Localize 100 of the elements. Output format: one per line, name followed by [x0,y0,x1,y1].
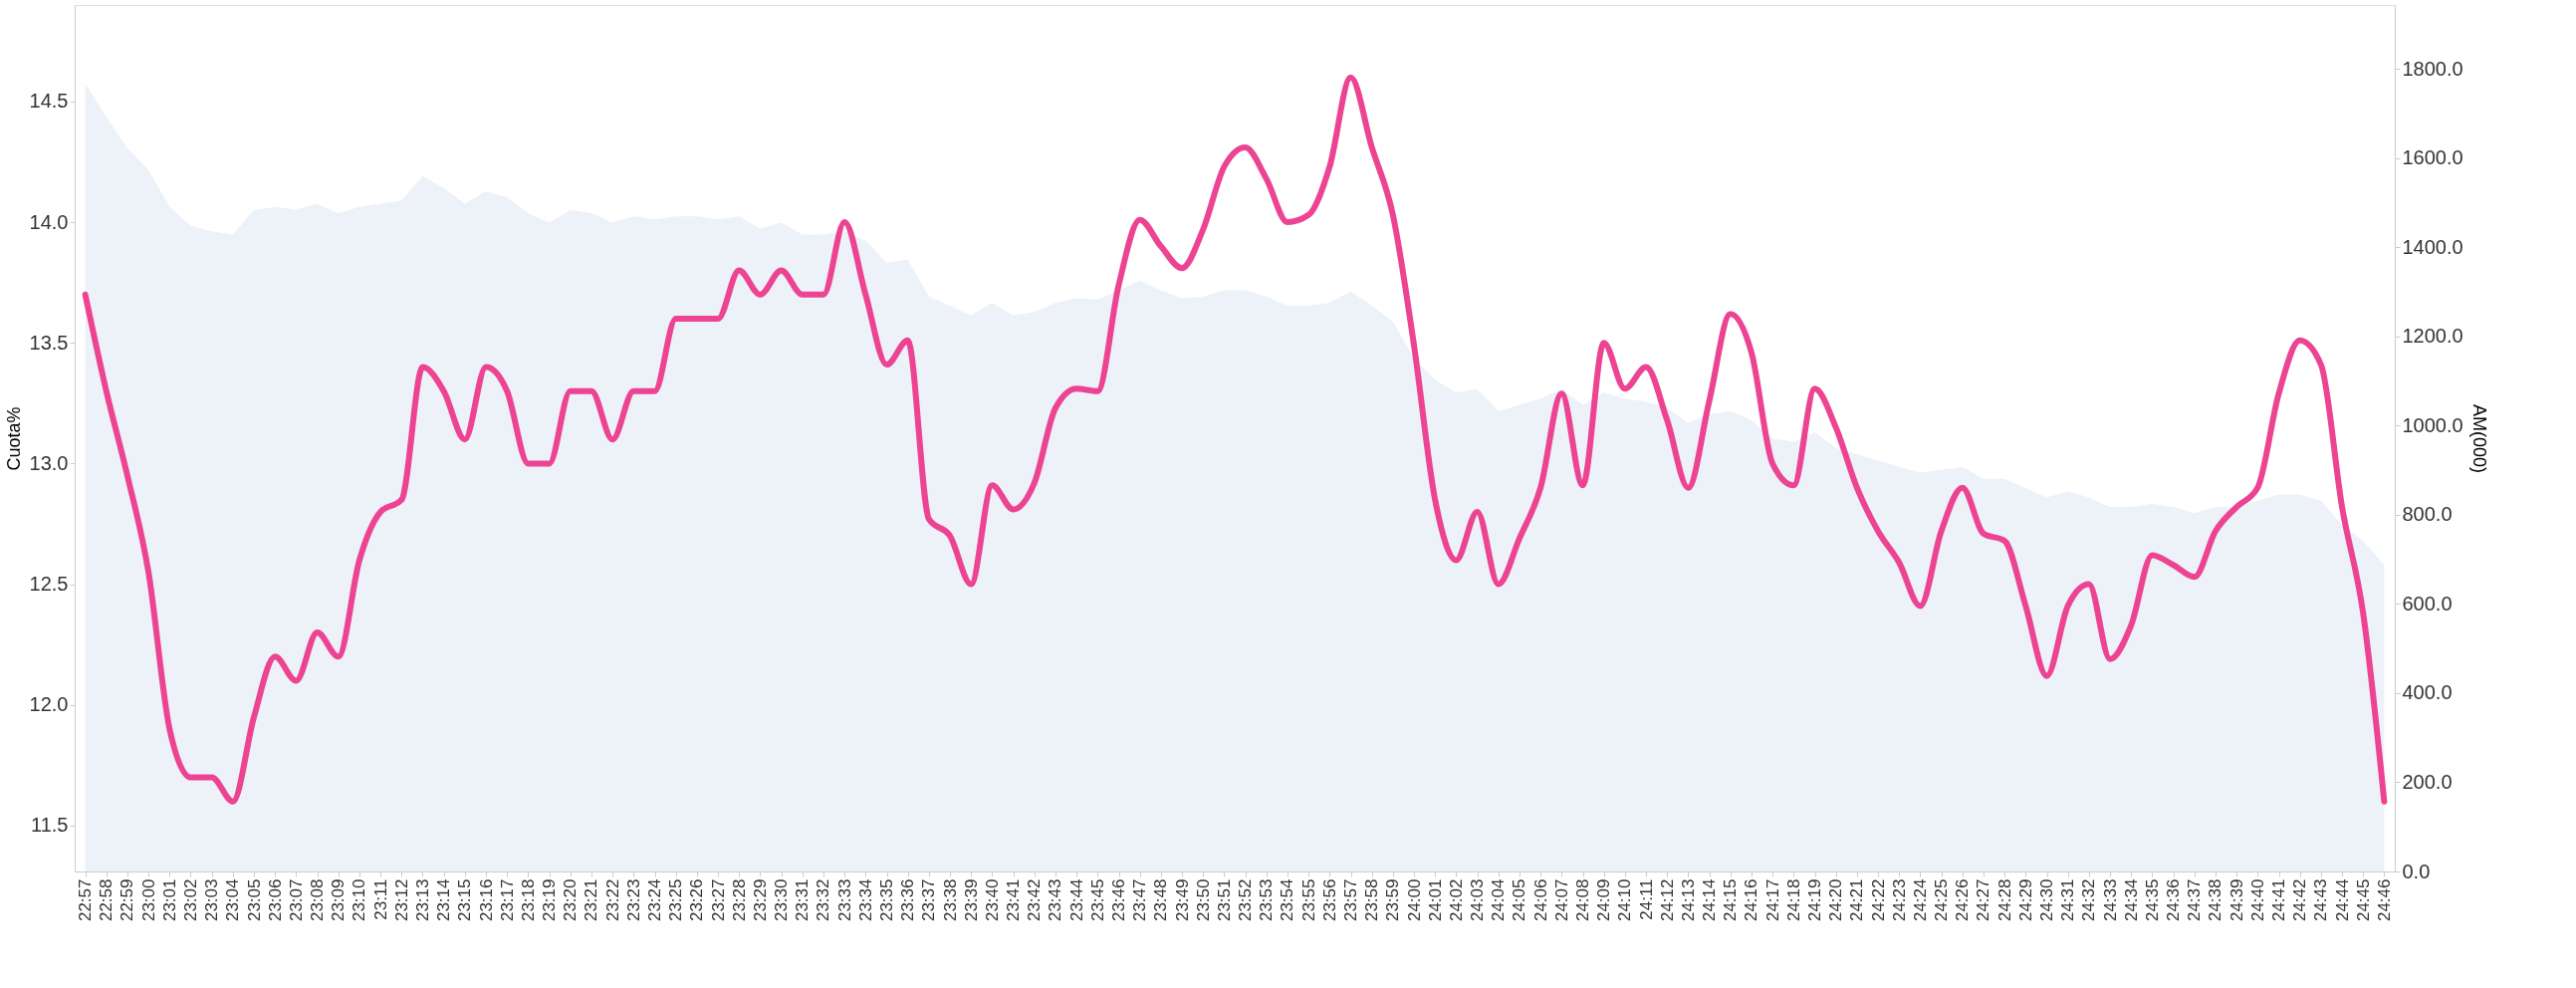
x-tick-label: 24:30 [2037,878,2056,922]
x-tick-label: 23:10 [350,878,369,922]
x-tick-label: 23:14 [434,878,454,922]
x-tick-label: 24:40 [2247,878,2267,922]
y-axis-title: Cuota% [3,406,24,471]
x-tick-label: 23:03 [202,878,222,922]
x-tick-label: 24:18 [1783,878,1803,922]
x-tick-label: 23:40 [982,878,1002,922]
x-tick-label: 23:25 [666,878,686,922]
x-tick-label: 24:12 [1657,878,1677,922]
x-tick-label: 24:33 [2100,878,2120,922]
x-tick-label: 24:21 [1847,878,1867,922]
x-tick-label: 22:59 [117,878,137,922]
x-tick-label: 24:38 [2206,878,2225,922]
x-tick-label: 23:28 [729,878,749,922]
x-tick-label: 23:00 [138,878,158,922]
x-tick-label: 23:15 [455,878,475,922]
x-tick-label: 23:50 [1193,878,1213,922]
x-tick-label: 23:57 [1341,878,1360,922]
x-tick-label: 24:25 [1932,878,1952,922]
x-tick-label: 23:23 [623,878,643,922]
x-tick-label: 24:39 [2226,878,2246,922]
x-tick-label: 24:20 [1826,878,1846,922]
x-tick-label: 23:52 [1236,878,1256,922]
x-tick-label: 23:26 [687,878,707,922]
x-tick-label: 23:18 [518,878,538,922]
x-tick-label: 24:34 [2121,878,2141,922]
y-tick-label: 13.5 [29,331,69,354]
x-tick-label: 23:20 [561,878,581,922]
x-tick-label: 23:01 [159,878,179,922]
x-tick-label: 24:04 [1489,878,1509,922]
y2-axis-title: AM(000) [2468,403,2489,474]
x-tick-label: 24:06 [1530,878,1550,922]
x-tick-label: 23:51 [1214,878,1234,922]
y-tick-label: 13.0 [29,451,69,474]
y2-tick-label: 400.0 [2402,681,2453,704]
x-tick-label: 23:37 [919,878,939,922]
x-tick-label: 23:08 [308,878,328,922]
x-tick-label: 23:31 [793,878,813,922]
x-tick-label: 22:58 [97,878,117,922]
x-tick-label: 23:02 [181,878,200,922]
x-tick-label: 23:32 [814,878,833,922]
x-tick-label: 23:55 [1298,878,1318,922]
x-tick-label: 23:19 [540,878,560,922]
x-tick-label: 24:27 [1974,878,1993,922]
y-tick-label: 12.0 [29,693,69,716]
x-tick-label: 23:27 [708,878,728,922]
x-tick-label: 24:45 [2353,878,2373,922]
x-tick-label: 24:14 [1700,878,1720,922]
x-tick-label: 24:43 [2311,878,2331,922]
x-tick-label: 23:04 [223,878,243,922]
y2-tick-label: 1600.0 [2402,146,2463,169]
y2-tick-label: 0.0 [2402,860,2431,882]
x-tick-label: 24:02 [1446,878,1466,922]
x-tick-label: 23:21 [582,878,601,922]
x-tick-label: 24:01 [1425,878,1445,922]
x-tick-label: 23:06 [265,878,285,922]
x-tick-label: 24:44 [2332,878,2352,922]
x-tick-label: 24:28 [1994,878,2014,922]
y-tick-label: 12.5 [29,573,69,596]
y2-tick-label: 600.0 [2402,592,2453,615]
x-tick-label: 24:26 [1953,878,1973,922]
x-tick-label: 24:00 [1404,878,1424,922]
x-tick-label: 23:53 [1257,878,1277,922]
x-tick-label: 23:39 [961,878,981,922]
x-tick-label: 23:59 [1383,878,1403,922]
x-tick-label: 24:11 [1636,878,1656,920]
x-tick-label: 23:29 [750,878,770,922]
x-tick-label: 23:30 [772,878,792,922]
x-tick-label: 24:09 [1594,878,1614,922]
y2-tick-label: 1200.0 [2402,325,2463,348]
x-tick-label: 24:05 [1510,878,1529,922]
x-tick-label: 23:05 [244,878,264,922]
x-tick-label: 23:34 [855,878,875,922]
x-tick-label: 23:47 [1130,878,1150,922]
x-tick-label: 23:38 [940,878,960,922]
x-tick-label: 24:46 [2374,878,2394,922]
x-tick-label: 24:37 [2185,878,2205,922]
x-tick-label: 24:31 [2058,878,2078,922]
x-tick-label: 23:44 [1066,878,1086,922]
x-tick-label: 23:42 [1025,878,1045,922]
x-tick-label: 24:17 [1762,878,1782,922]
x-tick-label: 23:45 [1087,878,1107,922]
x-tick-label: 24:16 [1742,878,1761,922]
x-tick-label: 22:57 [76,878,96,922]
x-tick-label: 23:56 [1319,878,1339,922]
x-tick-label: 23:12 [391,878,411,922]
x-tick-label: 24:15 [1721,878,1741,922]
x-tick-label: 24:03 [1468,878,1488,922]
x-tick-label: 23:17 [497,878,517,922]
x-tick-label: 23:58 [1362,878,1382,922]
x-tick-label: 23:35 [877,878,896,922]
x-tick-label: 24:32 [2079,878,2099,922]
x-tick-label: 23:48 [1151,878,1171,922]
x-tick-label: 24:35 [2142,878,2162,922]
x-tick-label: 24:07 [1551,878,1571,922]
x-tick-label: 23:07 [286,878,306,922]
x-tick-label: 24:36 [2164,878,2184,922]
y2-tick-label: 1000.0 [2402,413,2463,436]
x-tick-label: 23:24 [645,878,664,922]
